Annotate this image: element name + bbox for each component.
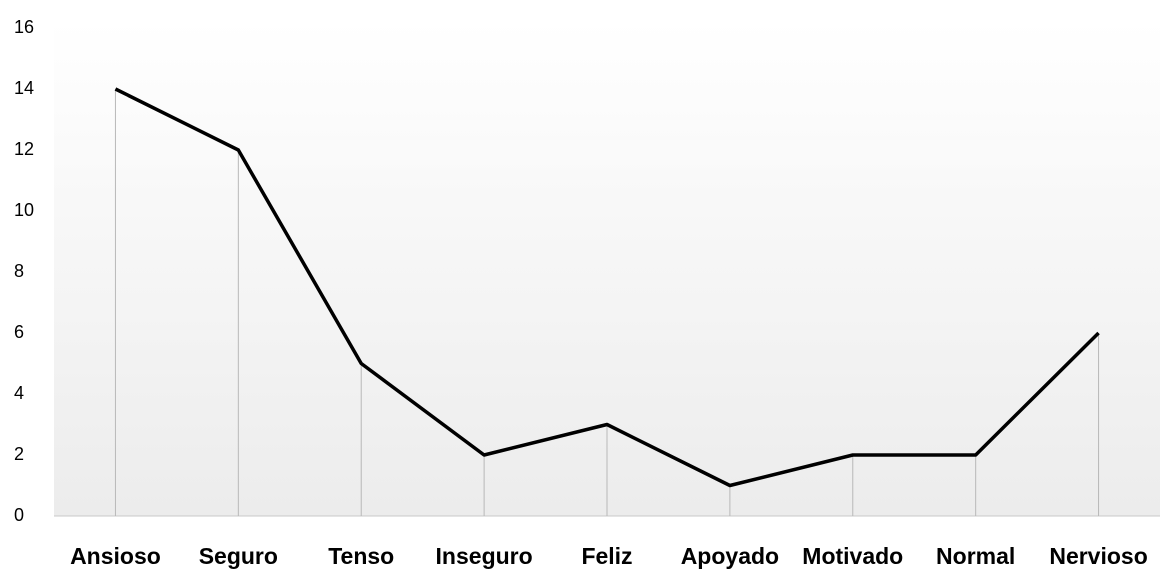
x-tick-label: Motivado: [802, 543, 903, 569]
x-tick-label: Nervioso: [1049, 543, 1147, 569]
y-tick-label: 8: [14, 261, 24, 281]
y-tick-label: 10: [14, 200, 34, 220]
x-tick-label: Apoyado: [681, 543, 779, 569]
x-tick-label: Ansioso: [70, 543, 161, 569]
x-tick-label: Feliz: [581, 543, 632, 569]
y-tick-label: 12: [14, 139, 34, 159]
y-tick-label: 6: [14, 322, 24, 342]
data-line: [114, 87, 1100, 488]
y-tick-label: 4: [14, 383, 24, 403]
y-tick-label: 0: [14, 505, 24, 525]
x-tick-label: Seguro: [199, 543, 278, 569]
x-tick-label: Tenso: [328, 543, 394, 569]
y-tick-label: 14: [14, 78, 34, 98]
x-tick-label: Normal: [936, 543, 1015, 569]
y-tick-label: 16: [14, 17, 34, 37]
y-tick-label: 2: [14, 444, 24, 464]
x-tick-label: Inseguro: [436, 543, 533, 569]
